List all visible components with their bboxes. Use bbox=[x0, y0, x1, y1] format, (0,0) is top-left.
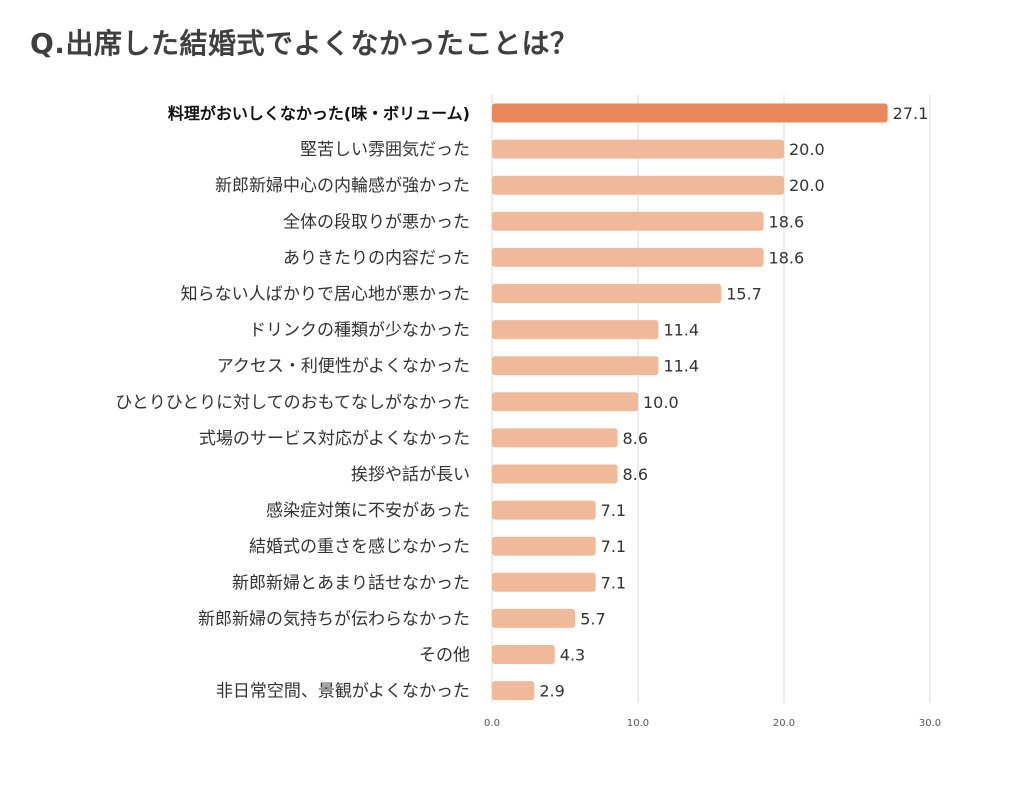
value-label: 20.0 bbox=[789, 176, 825, 195]
bar bbox=[492, 175, 784, 195]
value-label: 7.1 bbox=[601, 573, 626, 592]
bar bbox=[492, 645, 555, 664]
bar bbox=[492, 320, 659, 340]
value-label: 15.7 bbox=[726, 285, 762, 304]
value-label: 5.7 bbox=[580, 609, 605, 628]
category-label: ありきたりの内容だった bbox=[283, 248, 470, 268]
category-label: 非日常空間、景観がよくなかった bbox=[216, 682, 470, 702]
category-label: 堅苦しい雰囲気だった bbox=[300, 140, 470, 160]
bar bbox=[492, 572, 596, 592]
bar bbox=[492, 428, 618, 448]
category-label: 結婚式の重さを感じなかった bbox=[249, 537, 470, 557]
bar bbox=[492, 500, 596, 520]
value-label: 18.6 bbox=[769, 212, 805, 231]
value-label: 20.0 bbox=[789, 140, 825, 159]
category-label: 知らない人ばかりで居心地が悪かった bbox=[181, 285, 470, 305]
value-label: 10.0 bbox=[643, 393, 679, 412]
category-label: その他 bbox=[419, 646, 470, 666]
category-label: 料理がおいしくなかった(味・ボリューム) bbox=[168, 104, 470, 123]
x-tick-label: 10.0 bbox=[627, 718, 649, 729]
bar bbox=[492, 392, 638, 412]
category-label: アクセス・利便性がよくなかった bbox=[217, 357, 470, 377]
bar bbox=[492, 681, 535, 701]
value-label: 8.6 bbox=[623, 465, 648, 484]
value-label: 18.6 bbox=[769, 248, 805, 267]
bar bbox=[492, 284, 722, 303]
x-tick-label: 20.0 bbox=[773, 718, 795, 729]
category-label: 全体の段取りが悪かった bbox=[283, 212, 470, 232]
bar bbox=[492, 139, 784, 159]
category-label: ドリンクの種類が少なかった bbox=[249, 321, 470, 341]
value-label: 7.1 bbox=[601, 501, 626, 520]
bar bbox=[492, 464, 618, 484]
category-label: 新郎新婦中心の内輪感が強かった bbox=[215, 176, 470, 196]
value-label: 7.1 bbox=[601, 537, 626, 556]
bar bbox=[492, 608, 576, 628]
value-label: 4.3 bbox=[560, 646, 585, 665]
chart-title: Q.出席した結婚式でよくなかったことは？ bbox=[30, 27, 579, 60]
category-label: 挨拶や話が長い bbox=[351, 465, 470, 485]
value-label: 11.4 bbox=[663, 321, 699, 340]
x-tick-label: 30.0 bbox=[919, 718, 941, 729]
bar bbox=[492, 356, 659, 376]
category-label: 新郎新婦の気持ちが伝わらなかった bbox=[198, 609, 470, 629]
bar bbox=[492, 211, 764, 231]
category-label: ひとりひとりに対してのおもてなしがなかった bbox=[115, 393, 470, 413]
bar bbox=[492, 536, 596, 556]
x-tick-label: 0.0 bbox=[484, 718, 500, 729]
value-label: 2.9 bbox=[539, 682, 564, 701]
value-label: 27.1 bbox=[893, 104, 929, 123]
bar bbox=[492, 247, 764, 267]
bar bbox=[492, 103, 888, 123]
value-label: 8.6 bbox=[623, 429, 648, 448]
category-label: 式場のサービス対応がよくなかった bbox=[199, 429, 470, 449]
category-label: 新郎新婦とあまり話せなかった bbox=[232, 573, 470, 593]
category-label: 感染症対策に不安があった bbox=[266, 501, 470, 521]
value-label: 11.4 bbox=[663, 357, 699, 376]
